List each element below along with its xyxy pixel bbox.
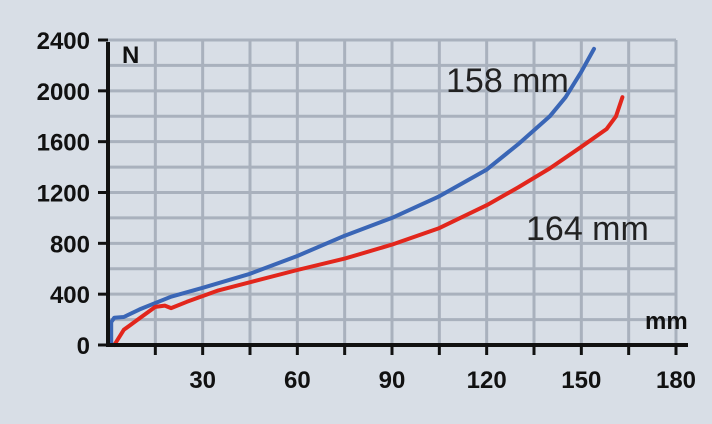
series-label-158mm: 158 mm: [446, 62, 569, 100]
x-tick-label: 150: [561, 367, 601, 394]
y-tick-label: 1600: [37, 130, 90, 157]
series-layer: [109, 46, 625, 347]
series-label-164mm: 164 mm: [526, 210, 649, 248]
y-tick-label: 800: [50, 231, 90, 258]
y-tick-label: 2400: [37, 28, 90, 55]
y-tick-label: 400: [50, 282, 90, 309]
y-tick-label: 1200: [37, 181, 90, 208]
axes: 0 400 800 1200 1600 2000 2400 30 60 90 120 150 180: [37, 28, 696, 394]
labels: N mm 158 mm 164 mm: [122, 42, 688, 335]
x-tick-label: 60: [284, 367, 311, 394]
x-tick-label: 90: [379, 367, 406, 394]
x-tick-label: 30: [189, 367, 216, 394]
y-axis-unit-label: N: [122, 42, 139, 69]
y-tick-label: 0: [77, 333, 90, 360]
series-line-1: [112, 95, 625, 347]
x-axis-unit-label: mm: [645, 308, 688, 335]
series-line-0: [109, 46, 596, 347]
grid: [108, 38, 678, 345]
y-tick-label: 2000: [37, 79, 90, 106]
x-tick-label: 180: [656, 367, 696, 394]
x-tick-label: 120: [467, 367, 507, 394]
